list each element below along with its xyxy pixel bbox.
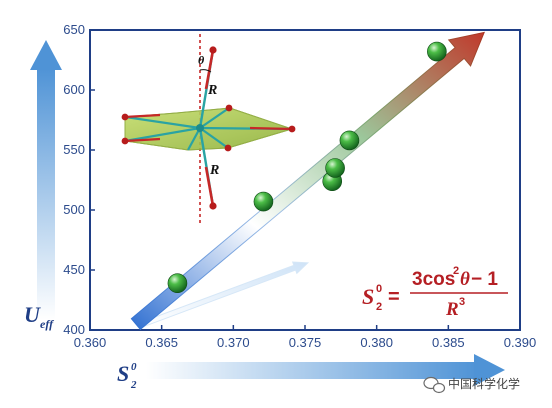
svg-text:0: 0	[131, 361, 137, 373]
y-axis-label: U eff	[24, 302, 54, 331]
svg-text:=: =	[388, 286, 400, 308]
y-tick-labels: 400 450 500 550 600 650	[63, 22, 85, 337]
svg-text:S: S	[117, 361, 129, 386]
wechat-icon	[423, 376, 446, 394]
theta-label: θ	[198, 53, 205, 67]
x-tick-label: 0.390	[504, 335, 537, 350]
y-axis-arrow	[30, 40, 62, 320]
y-tick-label: 450	[63, 262, 85, 277]
x-axis-label: S 0 2	[117, 361, 137, 391]
data-point	[167, 273, 188, 294]
trend-arrow	[130, 31, 485, 331]
x-tick-label: 0.375	[289, 335, 322, 350]
svg-text:2: 2	[130, 379, 137, 391]
svg-text:θ: θ	[460, 269, 470, 290]
y-tick-label: 550	[63, 142, 85, 157]
x-tick-label: 0.380	[360, 335, 393, 350]
svg-text:R: R	[445, 299, 459, 320]
watermark: 中国科学化学	[423, 376, 520, 394]
svg-text:− 1: − 1	[471, 269, 498, 290]
svg-text:eff: eff	[40, 317, 54, 331]
y-tick-label: 400	[63, 322, 85, 337]
data-points	[167, 41, 447, 294]
x-tick-label: 0.365	[145, 335, 178, 350]
svg-text:S: S	[362, 284, 374, 309]
x-axis-arrow	[146, 354, 505, 386]
molecule-illustration: θ R R	[121, 34, 296, 225]
x-tick-label: 0.385	[432, 335, 465, 350]
svg-text:2: 2	[376, 301, 382, 313]
data-point	[325, 158, 345, 178]
data-point	[339, 130, 360, 151]
equation: S 0 2 = 3cos 2 θ − 1 R 3	[362, 265, 508, 320]
data-point	[427, 41, 447, 62]
y-tick-label: 600	[63, 82, 85, 97]
x-tick-label: 0.370	[217, 335, 250, 350]
x-tick-labels: 0.360 0.365 0.370 0.375 0.380 0.385 0.390	[74, 335, 537, 350]
secondary-arrow-shape	[138, 261, 310, 329]
r-top-label: R	[207, 83, 217, 98]
svg-text:2: 2	[453, 265, 459, 277]
plot-axes	[89, 29, 521, 331]
secondary-arrow	[138, 261, 310, 329]
data-point	[253, 191, 274, 212]
svg-text:U: U	[24, 302, 41, 327]
r-bottom-label: R	[209, 163, 219, 178]
svg-text:3: 3	[459, 296, 465, 308]
trend-arrow-shape	[130, 31, 485, 331]
y-tick-label: 500	[63, 202, 85, 217]
watermark-text: 中国科学化学	[448, 376, 520, 391]
svg-text:3cos: 3cos	[412, 269, 455, 290]
x-tick-label: 0.360	[74, 335, 107, 350]
svg-text:0: 0	[376, 283, 382, 295]
y-tick-label: 650	[63, 22, 85, 37]
